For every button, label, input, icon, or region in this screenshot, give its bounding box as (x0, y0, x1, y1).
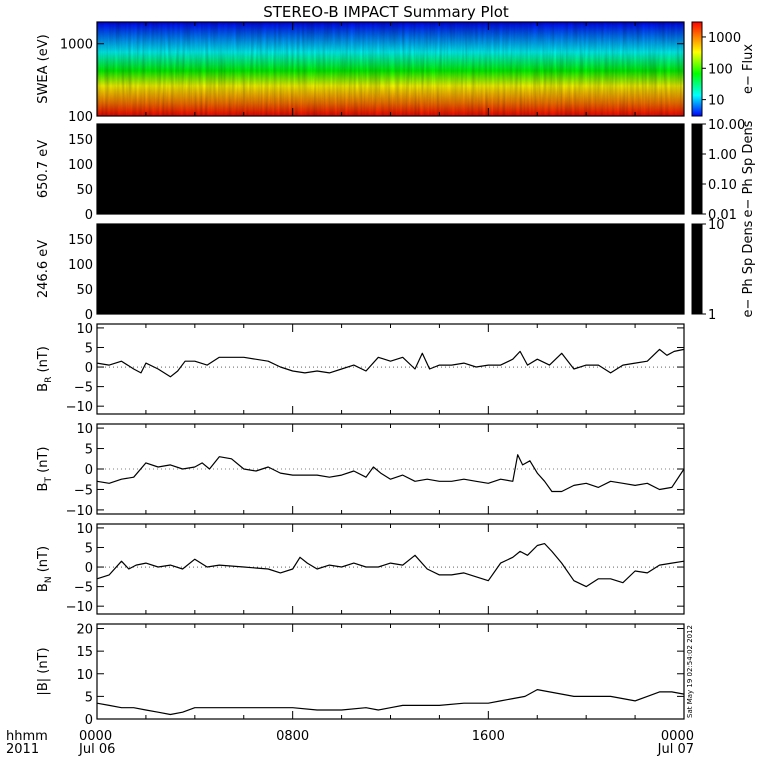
pad650-colorbar-tick-label: 10.00 (708, 118, 745, 133)
pad246-colorbar-tick-label: 1 (708, 308, 716, 323)
bn-series-line (96, 542, 685, 588)
bmag-y-tick-label: 5 (85, 690, 93, 705)
swea-colorbar (691, 21, 703, 117)
br-frame (96, 323, 685, 415)
panel-br: 10 5 0 −5 −10 BR (nT) (36, 322, 685, 415)
time-tick-label: 0000 (79, 729, 112, 744)
pad650-y-axis-label: 650.7 eV (36, 140, 51, 198)
pad246-colorbar-tick-label: 10 (708, 218, 725, 233)
time-tick-label: 1600 (472, 729, 505, 744)
pad246-y-tick-label: 0 (85, 308, 93, 323)
pad246-spectrogram (97, 224, 684, 314)
time-tick-date: Jul 07 (657, 742, 694, 757)
pad650-y-tick-label: 150 (68, 133, 93, 148)
br-y-tick-label: 0 (85, 361, 93, 376)
bmag-y-tick-label: 15 (76, 645, 93, 660)
bmag-y-tick-label: 20 (76, 623, 93, 638)
swea-colorbar-label: e− Flux (741, 44, 756, 94)
bn-y-tick-label: 0 (85, 561, 93, 576)
swea-colorbar-tick-label: 100 (708, 62, 733, 77)
pad246-y-tick-label: 100 (68, 258, 93, 273)
bt-y-tick-label: 10 (76, 422, 93, 437)
time-axis-year-label: 2011 (6, 742, 39, 757)
br-y-tick-label: 10 (76, 322, 93, 337)
bt-y-tick-label: −10 (66, 504, 93, 519)
panel-bmag: 20 15 10 5 0 |B| (nT) (36, 623, 685, 728)
bt-series-line (96, 454, 685, 493)
swea-y-tick-label: 1000 (60, 38, 93, 53)
pad650-colorbar-tick-label: 1.00 (708, 148, 737, 163)
swea-colorbar-tick-label: 1000 (708, 31, 741, 46)
plot-timestamp: Sat May 19 02:54:02 2012 (686, 625, 694, 718)
bmag-series-line (96, 688, 685, 716)
time-tick-label: 0800 (276, 729, 309, 744)
swea-y-axis-label: SWEA (eV) (36, 34, 51, 103)
br-y-axis-label: BR (nT) (36, 346, 54, 392)
bmag-y-axis-label: |B| (nT) (36, 647, 51, 695)
bmag-y-tick-label: 0 (85, 713, 93, 728)
pad650-colorbar-label: e− Ph Sp Dens (741, 120, 756, 217)
bt-y-tick-label: 5 (85, 443, 93, 458)
panel-pad650: 10.00 1.00 0.10 0.01 e− Ph Sp Dens 150 100 50 0 6… (36, 118, 756, 223)
bn-frame (96, 523, 685, 615)
pad650-colorbar-tick-label: 0.01 (708, 208, 737, 223)
pad650-y-tick-label: 0 (85, 208, 93, 223)
pad246-colorbar-label: e− Ph Sp Dens (741, 220, 756, 317)
bn-y-tick-label: 10 (76, 522, 93, 537)
time-tick-date: Jul 06 (78, 742, 115, 757)
bn-y-tick-label: −10 (66, 600, 93, 615)
br-y-tick-label: −10 (66, 400, 93, 415)
br-y-tick-label: 5 (85, 341, 93, 356)
pad650-spectrogram (97, 124, 684, 214)
pad650-colorbar (691, 123, 703, 215)
bt-y-axis-label: BT (nT) (36, 447, 54, 492)
bt-y-tick-label: −5 (74, 483, 93, 498)
bn-y-tick-label: −5 (74, 581, 93, 596)
swea-colorbar-tick-label: 10 (708, 94, 725, 109)
pad650-y-tick-label: 50 (76, 183, 93, 198)
bmag-y-tick-label: 10 (76, 668, 93, 683)
bn-y-tick-label: 5 (85, 541, 93, 556)
time-tick-label: 0000 (661, 729, 694, 744)
pad246-y-tick-label: 150 (68, 233, 93, 248)
bt-y-tick-label: 0 (85, 463, 93, 478)
br-series-line (96, 348, 685, 378)
time-axis-corner-label: hhmm (6, 729, 48, 744)
plot-title: STEREO-B IMPACT Summary Plot (263, 3, 509, 21)
pad246-colorbar (691, 223, 703, 315)
pad650-y-tick-label: 100 (68, 158, 93, 173)
pad650-colorbar-tick-label: 0.10 (708, 178, 737, 193)
swea-y-tick-label: 100 (68, 110, 93, 125)
panel-bn: 10 5 0 −5 −10 BN (nT) (36, 522, 685, 615)
pad246-y-axis-label: 246.6 eV (36, 240, 51, 298)
pad246-y-tick-label: 50 (76, 283, 93, 298)
panel-pad246: 10 1 e− Ph Sp Dens 150 100 50 0 246.6 eV (36, 218, 756, 323)
panel-bt: 10 5 0 −5 −10 BT (nT) (36, 422, 685, 519)
br-y-tick-label: −5 (74, 381, 93, 396)
bmag-frame (96, 623, 685, 720)
bn-y-axis-label: BN (nT) (36, 546, 54, 592)
swea-spectrogram-texture (97, 22, 684, 116)
